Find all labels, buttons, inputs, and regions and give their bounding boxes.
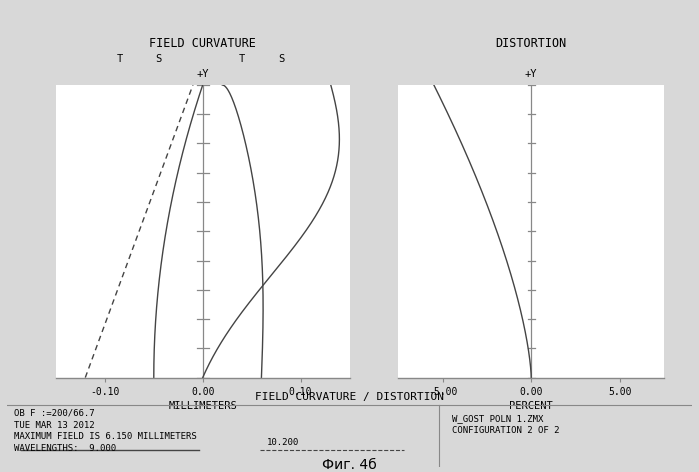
Text: +Y: +Y [196, 69, 209, 79]
Text: +Y: +Y [525, 69, 538, 79]
Text: Фиг. 4б: Фиг. 4б [322, 457, 377, 472]
Text: FIELD CURVATURE: FIELD CURVATURE [150, 37, 256, 50]
Text: W_GOST POLN 1.ZMX
CONFIGURATION 2 OF 2: W_GOST POLN 1.ZMX CONFIGURATION 2 OF 2 [452, 413, 560, 435]
X-axis label: PERCENT: PERCENT [510, 401, 553, 411]
Text: FIELD CURVATURE / DISTORTION: FIELD CURVATURE / DISTORTION [255, 392, 444, 402]
X-axis label: MILLIMETERS: MILLIMETERS [168, 401, 237, 411]
Text: DISTORTION: DISTORTION [496, 37, 567, 50]
Text: S: S [278, 54, 284, 65]
Text: OB F :=200/66.7
TUE MAR 13 2012
MAXIMUM FIELD IS 6.150 MILLIMETERS
WAVELENGTHS: : OB F :=200/66.7 TUE MAR 13 2012 MAXIMUM … [14, 409, 196, 453]
Text: T: T [117, 54, 122, 65]
Text: T: T [239, 54, 245, 65]
Text: S: S [156, 54, 161, 65]
Text: 10.200: 10.200 [267, 438, 300, 447]
